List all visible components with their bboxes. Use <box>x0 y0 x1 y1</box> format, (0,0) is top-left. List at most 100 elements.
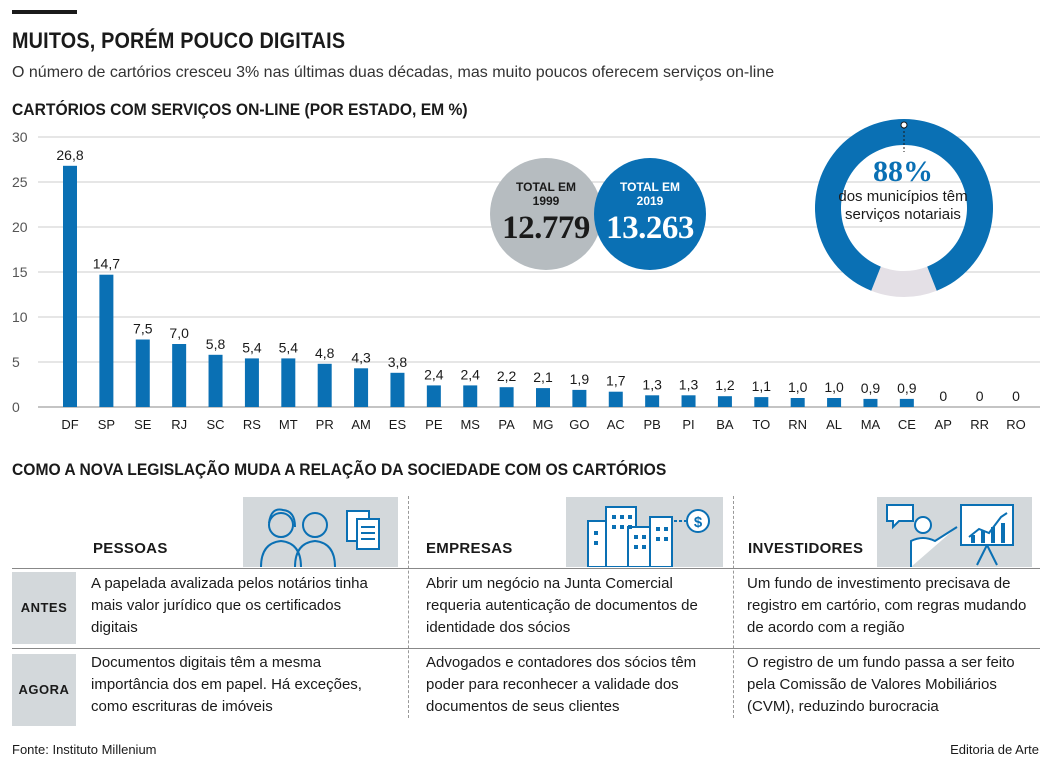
bar <box>208 354 223 407</box>
total-1999-label: TOTAL EM 1999 <box>516 180 576 208</box>
y-tick-label: 20 <box>12 219 28 235</box>
column-divider <box>408 496 409 718</box>
data-label: 4,8 <box>315 345 335 361</box>
cell-agora-empresas: Advogados e contadores dos sócios têm po… <box>426 654 697 715</box>
bar <box>572 389 587 407</box>
column-header-investidores: INVESTIDORES <box>748 540 864 557</box>
x-tick-label: TO <box>752 417 770 432</box>
data-label: 5,4 <box>242 339 262 355</box>
row-label-agora: AGORA <box>12 654 76 726</box>
x-tick-label: MS <box>460 417 480 432</box>
y-tick-label: 5 <box>12 354 20 370</box>
bar <box>863 398 878 407</box>
chart-title: CARTÓRIOS COM SERVIÇOS ON-LINE (POR ESTA… <box>12 100 468 119</box>
x-tick-label: RS <box>243 417 261 432</box>
data-label: 0,9 <box>861 380 881 396</box>
data-label: 1,9 <box>570 371 590 387</box>
source-note: Fonte: Instituto Millenium <box>12 742 157 757</box>
x-tick-label: CE <box>898 417 916 432</box>
x-tick-label: ES <box>389 417 407 432</box>
bar <box>790 398 805 407</box>
y-tick-label: 0 <box>12 399 20 415</box>
bar <box>754 397 769 407</box>
x-tick-label: AP <box>935 417 952 432</box>
bar <box>717 396 732 407</box>
data-label: 1,7 <box>606 373 626 389</box>
data-label: 2,1 <box>533 369 553 385</box>
data-label: 1,1 <box>752 378 772 394</box>
bar <box>899 398 914 407</box>
x-tick-label: PE <box>425 417 443 432</box>
y-tick-label: 10 <box>12 309 28 325</box>
column-header-empresas: EMPRESAS <box>426 540 513 557</box>
bar <box>135 339 150 407</box>
x-tick-label: RO <box>1006 417 1026 432</box>
page-subtitle: O número de cartórios cresceu 3% nas últ… <box>12 64 775 81</box>
data-label: 14,7 <box>93 256 120 272</box>
x-tick-label: PI <box>682 417 694 432</box>
x-tick-label: AM <box>351 417 371 432</box>
data-label: 3,8 <box>388 354 408 370</box>
row-label-antes: ANTES <box>12 572 76 644</box>
data-label: 0 <box>1012 388 1020 404</box>
x-tick-label: SE <box>134 417 152 432</box>
y-tick-label: 30 <box>12 129 28 145</box>
x-tick-label: MT <box>279 417 298 432</box>
table-divider <box>12 648 1040 649</box>
data-label: 2,2 <box>497 368 517 384</box>
data-label: 1,3 <box>642 376 662 392</box>
donut-rest-segment <box>871 266 937 297</box>
data-label: 0 <box>976 388 984 404</box>
x-tick-label: GO <box>569 417 589 432</box>
donut-value-segment <box>815 118 993 291</box>
x-tick-label: AL <box>826 417 842 432</box>
donut-center: 88% dos municípios têm serviços notariai… <box>838 152 968 224</box>
data-label: 0 <box>939 388 947 404</box>
y-tick-label: 15 <box>12 264 28 280</box>
data-label: 1,2 <box>715 377 735 393</box>
bar <box>281 358 296 407</box>
credit-note: Editoria de Arte <box>950 742 1039 757</box>
data-label: 2,4 <box>460 366 480 382</box>
people-documents-icon <box>243 497 398 568</box>
buildings-dollar-icon: $ <box>566 497 723 568</box>
donut-pointer-dot <box>900 121 908 129</box>
bar <box>172 344 187 407</box>
x-tick-label: MA <box>861 417 881 432</box>
total-2019-label: TOTAL EM 2019 <box>620 180 680 208</box>
data-label: 26,8 <box>56 147 83 163</box>
x-tick-label: PA <box>498 417 515 432</box>
data-label: 7,0 <box>169 325 189 341</box>
data-label: 1,3 <box>679 376 699 392</box>
x-tick-label: SC <box>207 417 225 432</box>
cell-agora-pessoas: Documentos digitais têm a mesma importân… <box>91 654 362 715</box>
bar <box>463 385 478 407</box>
bar <box>99 274 114 407</box>
x-tick-label: PB <box>643 417 660 432</box>
bar <box>536 388 550 407</box>
bar <box>645 395 660 407</box>
data-label: 2,4 <box>424 366 444 382</box>
x-tick-label: BA <box>716 417 734 432</box>
x-tick-label: PR <box>316 417 334 432</box>
data-label: 1,0 <box>788 379 808 395</box>
x-tick-label: RR <box>970 417 989 432</box>
data-label: 7,5 <box>133 321 153 337</box>
cell-agora-investidores: O registro de um fundo passa a ser feito… <box>747 654 1015 715</box>
data-label: 5,8 <box>206 336 226 352</box>
bar <box>354 368 369 407</box>
y-tick-label: 25 <box>12 174 28 190</box>
x-tick-label: RN <box>788 417 807 432</box>
column-header-pessoas: PESSOAS <box>93 540 168 557</box>
presentation-chart-icon <box>877 497 1032 567</box>
top-rule <box>12 10 77 14</box>
x-tick-label: DF <box>61 417 78 432</box>
bar <box>390 372 405 407</box>
total-2019-value: 13.263 <box>606 210 694 246</box>
legislation-title: COMO A NOVA LEGISLAÇÃO MUDA A RELAÇÃO DA… <box>12 460 667 479</box>
x-tick-label: MG <box>533 417 554 432</box>
total-1999-circle: TOTAL EM 1999 12.779 <box>490 158 602 270</box>
total-2019-circle: TOTAL EM 2019 13.263 <box>594 158 706 270</box>
bar <box>827 398 842 407</box>
x-tick-label: RJ <box>171 417 187 432</box>
